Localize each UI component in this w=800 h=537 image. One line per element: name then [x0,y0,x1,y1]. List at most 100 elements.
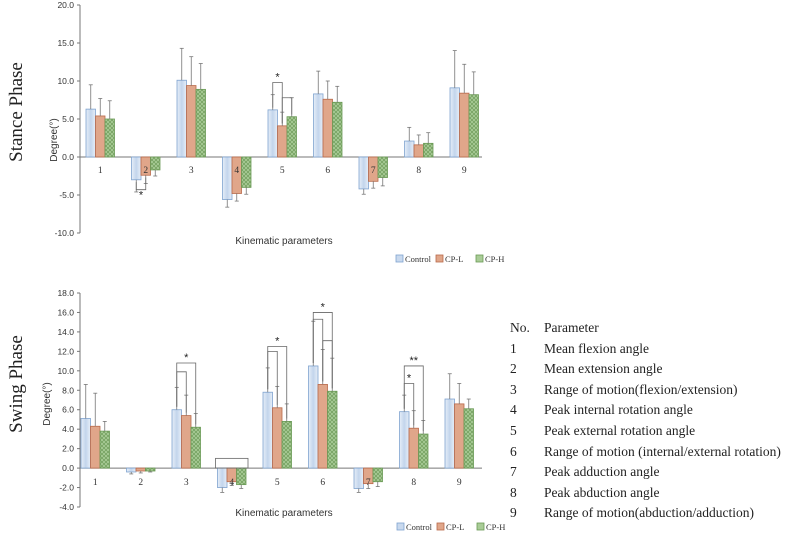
swing-y-tick-label: -2.0 [59,483,74,493]
stance-bar-cpl-6 [322,98,333,158]
stance-ylabel: Degree(°) [49,118,60,161]
stance-x-tick-label: 4 [234,166,239,176]
parameter-no: 2 [510,361,517,377]
swing-significance-bracket [176,371,187,413]
stance-legend-label: CP-L [445,254,463,264]
parameter-no: 5 [510,422,517,438]
parameter-name: Peak adduction angle [544,464,660,480]
swing-bar-cpl-1 [90,425,101,469]
stance-x-tick-label: 6 [325,166,330,176]
swing-bar-control-6 [308,365,319,469]
stance-bar-control-5 [267,109,278,158]
swing-x-tick-label: 8 [411,478,416,488]
stance-x-tick-label: 2 [143,166,148,176]
stance-x-ticks: 1 2 3 4 5 6 7 8 9 [98,166,467,176]
swing-x-tick-label: 6 [320,478,325,488]
parameter-name: Mean extension angle [544,361,663,377]
stance-title: Stance Phase [6,62,27,162]
swing-legend-swatch [436,522,445,531]
parameter-name: Range of motion(abduction/adduction) [544,505,754,521]
stance-y-tick-label: 5.0 [62,114,74,124]
stance-legend-label: Control [405,254,432,264]
stance-x-tick-label: 5 [280,166,285,176]
swing-y-tick-label: 8.0 [62,385,74,395]
parameter-list-header: No. Parameter [510,318,781,339]
stance-legend-label: CP-H [485,254,504,264]
stance-legend-swatch [475,254,484,263]
swing-bar-control-2 [126,467,137,473]
swing-bar-cpl-3 [181,415,192,469]
stance-y-tick-label: 10.0 [57,76,74,86]
swing-bar-cph-4 [236,467,247,486]
swing-significance-bracket-label: * [407,372,412,384]
swing-significance-bracket-label: * [275,336,280,348]
swing-bracket-box [215,457,249,469]
swing-significance-bracket-label: ** [409,355,418,367]
parameter-item: 9 Range of motion(abduction/adduction) [510,503,781,524]
parameter-no: 8 [510,484,517,500]
swing-bar-control-7 [353,467,364,489]
stance-legend: Control CP-L CP-H [395,254,504,264]
parameter-item: 7 Peak adduction angle [510,462,781,483]
stance-bar-control-2 [131,156,142,181]
swing-legend-label: CP-H [486,522,505,532]
stance-y-tick-label: 20.0 [57,0,74,10]
parameter-item: 1 Mean flexion angle [510,339,781,360]
swing-bar-cph-2 [145,467,156,472]
swing-y-tick-label: 0.0 [62,463,74,473]
stance-legend-swatch [395,254,404,263]
stance-x-tick-label: 1 [98,166,103,176]
parameter-no: 6 [510,443,517,459]
swing-significance-bracket [403,365,424,432]
swing-annotations: ****** [176,301,424,469]
swing-y-tick-label: -4.0 [59,502,74,512]
swing-title: Swing Phase [6,335,27,433]
stance-bar-cpl-9 [459,92,470,158]
parameter-list: No. Parameter 1 Mean flexion angle 2 Mean … [510,318,781,524]
parameter-item: 3 Range of motion(flexion/extension) [510,380,781,401]
swing-significance-bracket [267,346,288,419]
swing-bar-control-1 [80,418,91,469]
parameter-item: 8 Peak abduction angle [510,483,781,504]
stance-legend-swatch [435,254,444,263]
parameter-name: Mean flexion angle [544,340,649,356]
swing-bar-control-5 [262,391,273,469]
swing-bar-cph-8 [418,433,429,469]
stance-bar-cpl-3 [186,85,197,158]
swing-bar-control-3 [171,409,182,469]
swing-ylabel: Degree(°) [42,382,53,425]
stance-bar-cph-8 [423,142,434,158]
stance-bar-control-9 [449,87,460,158]
swing-x-tick-label: 5 [275,478,280,488]
parameter-item: 2 Mean extension angle [510,359,781,380]
stance-bar-cph-7 [377,156,388,178]
swing-bar-cpl-6 [317,384,328,469]
swing-x-tick-label: 3 [184,478,189,488]
stance-significance-bracket-inner [281,97,293,124]
swing-x-tick-label: 4 [229,478,234,488]
swing-legend-swatch [396,522,405,531]
parameter-name: Range of motion (internal/external rotat… [544,443,781,459]
stance-y-tick-label: 0.0 [62,152,74,162]
swing-bar-cpl-5 [272,407,283,469]
parameter-header-name: Parameter [544,320,599,335]
swing-x-ticks: 1 2 3 4 5 6 7 8 9 [93,478,462,488]
parameter-name: Range of motion(flexion/extension) [544,381,738,397]
swing-significance-bracket-inner [322,340,333,389]
swing-bar-control-8 [399,411,410,469]
stance-bars [85,47,479,208]
swing-y-tick-label: 4.0 [62,424,74,434]
stance-bar-control-4 [222,156,233,200]
stance-annotations: ** [135,72,293,202]
stance-significance-bracket [135,177,147,191]
swing-bar-cpl-9 [454,403,465,469]
swing-legend-swatch [476,522,485,531]
stance-x-tick-label: 3 [189,166,194,176]
swing-xlabel: Kinematic parameters [235,508,332,519]
stance-bar-control-6 [313,93,324,158]
swing-x-tick-label: 2 [138,478,143,488]
swing-x-tick-label: 7 [366,478,371,488]
swing-y-tick-label: 6.0 [62,405,74,415]
swing-bar-cph-7 [372,467,383,483]
stance-significance-bracket-label: * [275,72,280,84]
